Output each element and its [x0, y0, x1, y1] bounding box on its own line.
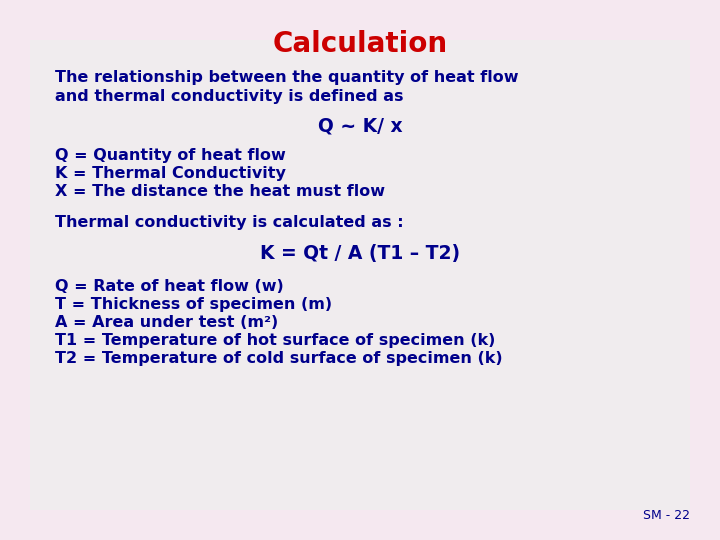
Text: A = Area under test (m²): A = Area under test (m²) — [55, 315, 278, 330]
Text: The relationship between the quantity of heat flow: The relationship between the quantity of… — [55, 70, 518, 85]
Text: T2 = Temperature of cold surface of specimen (k): T2 = Temperature of cold surface of spec… — [55, 351, 503, 366]
FancyBboxPatch shape — [30, 40, 690, 510]
Text: Q ~ K/ x: Q ~ K/ x — [318, 116, 402, 135]
Text: T1 = Temperature of hot surface of specimen (k): T1 = Temperature of hot surface of speci… — [55, 333, 495, 348]
Text: Q = Rate of heat flow (w): Q = Rate of heat flow (w) — [55, 279, 284, 294]
Text: K = Thermal Conductivity: K = Thermal Conductivity — [55, 166, 286, 181]
Text: and thermal conductivity is defined as: and thermal conductivity is defined as — [55, 89, 403, 104]
Text: X = The distance the heat must flow: X = The distance the heat must flow — [55, 184, 385, 199]
Text: Calculation: Calculation — [272, 30, 448, 58]
Text: SM - 22: SM - 22 — [643, 509, 690, 522]
Text: K = Qt / A (T1 – T2): K = Qt / A (T1 – T2) — [260, 244, 460, 263]
Text: Thermal conductivity is calculated as :: Thermal conductivity is calculated as : — [55, 215, 404, 230]
Text: Q = Quantity of heat flow: Q = Quantity of heat flow — [55, 148, 286, 163]
Text: T = Thickness of specimen (m): T = Thickness of specimen (m) — [55, 297, 332, 312]
